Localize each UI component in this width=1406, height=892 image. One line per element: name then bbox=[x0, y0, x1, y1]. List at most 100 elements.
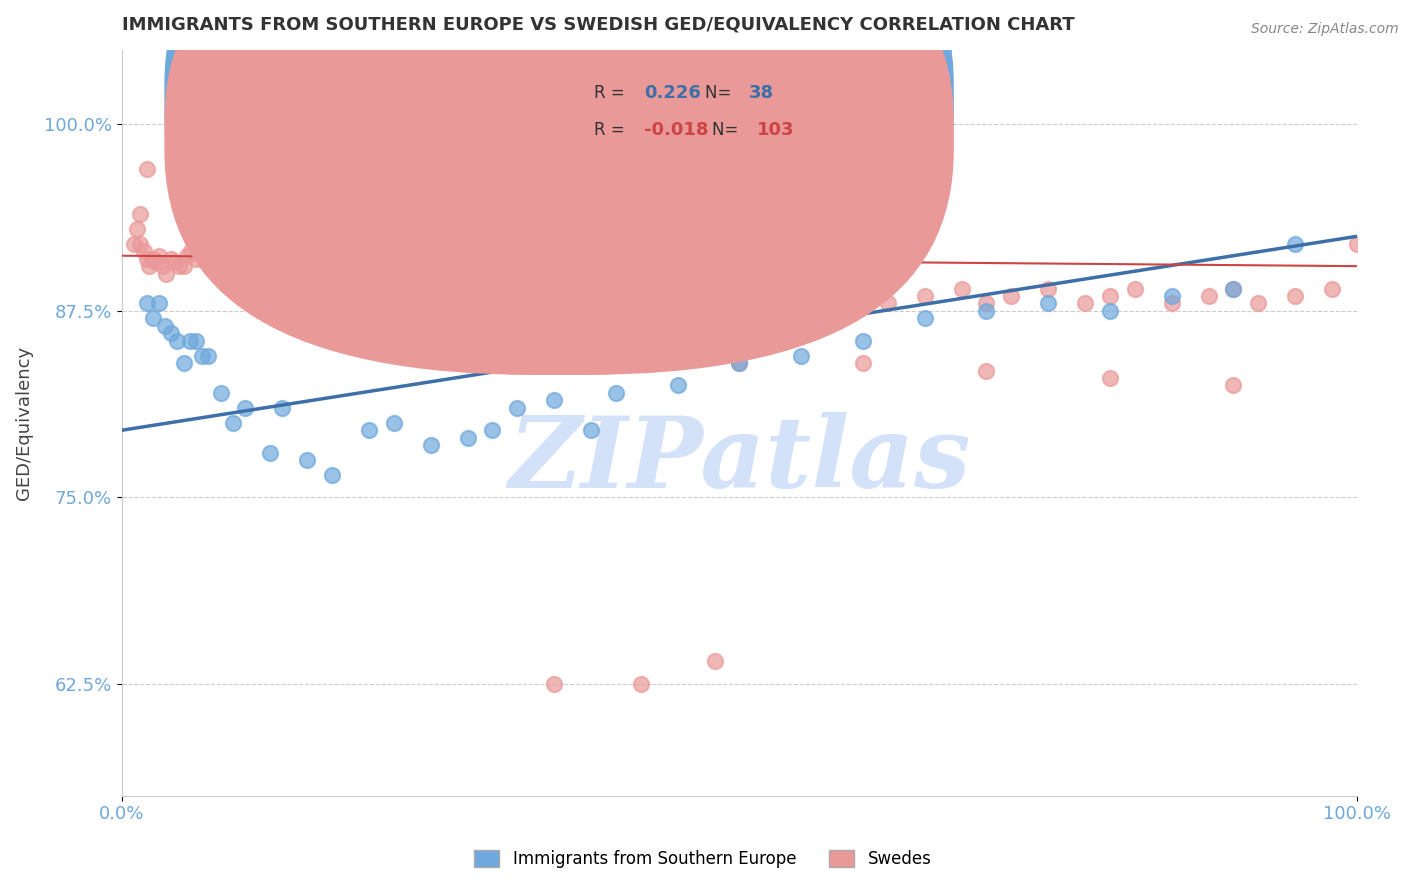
Point bbox=[145, 254, 167, 268]
Point bbox=[1038, 281, 1060, 295]
Point bbox=[209, 236, 232, 251]
Point bbox=[166, 334, 188, 348]
Point bbox=[790, 296, 813, 310]
Point bbox=[1346, 236, 1368, 251]
Point bbox=[204, 258, 226, 272]
Point bbox=[790, 304, 813, 318]
Point bbox=[666, 378, 689, 392]
Point bbox=[284, 254, 307, 268]
Point bbox=[173, 356, 195, 370]
Point bbox=[605, 386, 627, 401]
Point bbox=[253, 267, 276, 281]
Point bbox=[728, 356, 751, 370]
Point bbox=[142, 311, 165, 326]
Point bbox=[852, 289, 875, 303]
Point bbox=[1038, 296, 1060, 310]
Point bbox=[543, 393, 565, 408]
Point bbox=[530, 254, 553, 268]
FancyBboxPatch shape bbox=[165, 0, 953, 375]
Point bbox=[370, 254, 392, 268]
Point bbox=[125, 222, 148, 236]
Text: ZIPatlas: ZIPatlas bbox=[508, 412, 970, 508]
Point bbox=[950, 281, 973, 295]
Point bbox=[382, 416, 405, 430]
Point bbox=[184, 252, 207, 266]
Point bbox=[976, 304, 998, 318]
Point bbox=[321, 468, 343, 483]
Point bbox=[259, 192, 281, 206]
Point bbox=[135, 252, 157, 266]
Point bbox=[179, 222, 201, 236]
Point bbox=[395, 252, 418, 266]
Text: N=: N= bbox=[713, 121, 744, 139]
Point bbox=[191, 249, 214, 263]
Point bbox=[876, 296, 898, 310]
Point bbox=[1284, 236, 1306, 251]
Point bbox=[419, 214, 441, 228]
Point bbox=[308, 267, 330, 281]
Point bbox=[1322, 281, 1344, 295]
Point bbox=[579, 423, 602, 437]
Point bbox=[914, 289, 936, 303]
Point bbox=[222, 236, 245, 251]
Point bbox=[790, 349, 813, 363]
Point bbox=[419, 244, 441, 259]
Point bbox=[271, 401, 294, 415]
Point bbox=[129, 236, 152, 251]
Point bbox=[160, 252, 183, 266]
Text: 0.226: 0.226 bbox=[644, 84, 702, 102]
Text: IMMIGRANTS FROM SOUTHERN EUROPE VS SWEDISH GED/EQUIVALENCY CORRELATION CHART: IMMIGRANTS FROM SOUTHERN EUROPE VS SWEDI… bbox=[122, 15, 1074, 33]
Point bbox=[494, 252, 516, 266]
Point bbox=[382, 259, 405, 273]
Point bbox=[235, 401, 257, 415]
Point bbox=[135, 162, 157, 177]
Point bbox=[160, 326, 183, 341]
Point bbox=[179, 334, 201, 348]
Text: Source: ZipAtlas.com: Source: ZipAtlas.com bbox=[1251, 22, 1399, 37]
Point bbox=[419, 438, 441, 452]
Point bbox=[1222, 281, 1244, 295]
Point bbox=[271, 259, 294, 273]
Point bbox=[357, 249, 380, 263]
Y-axis label: GED/Equivalency: GED/Equivalency bbox=[15, 346, 32, 500]
Text: -0.018: -0.018 bbox=[644, 121, 709, 139]
Point bbox=[246, 254, 269, 268]
Point bbox=[432, 254, 454, 268]
Point bbox=[228, 222, 250, 236]
Point bbox=[1000, 289, 1022, 303]
Point bbox=[803, 304, 825, 318]
Point bbox=[209, 386, 232, 401]
Point bbox=[468, 254, 491, 268]
Point bbox=[703, 655, 725, 669]
Point bbox=[167, 259, 190, 273]
Point bbox=[654, 254, 676, 268]
Point bbox=[728, 274, 751, 288]
Point bbox=[191, 349, 214, 363]
Point bbox=[555, 252, 578, 266]
Point bbox=[494, 207, 516, 221]
Point bbox=[173, 259, 195, 273]
Point bbox=[728, 356, 751, 370]
Text: R =: R = bbox=[593, 121, 630, 139]
Point bbox=[579, 259, 602, 273]
Point bbox=[153, 318, 176, 333]
FancyBboxPatch shape bbox=[165, 0, 953, 337]
Point bbox=[163, 254, 186, 268]
Point bbox=[357, 423, 380, 437]
Point bbox=[135, 296, 157, 310]
Point bbox=[259, 445, 281, 459]
Point bbox=[914, 311, 936, 326]
Point bbox=[346, 252, 368, 266]
Point bbox=[1247, 296, 1270, 310]
Point bbox=[1098, 371, 1121, 385]
Point bbox=[1284, 289, 1306, 303]
Point bbox=[295, 249, 318, 263]
Point bbox=[155, 267, 177, 281]
Point bbox=[506, 254, 529, 268]
Point bbox=[543, 259, 565, 273]
Point bbox=[148, 296, 170, 310]
Point bbox=[129, 207, 152, 221]
Point bbox=[976, 296, 998, 310]
Point bbox=[148, 249, 170, 263]
Point bbox=[1198, 289, 1220, 303]
